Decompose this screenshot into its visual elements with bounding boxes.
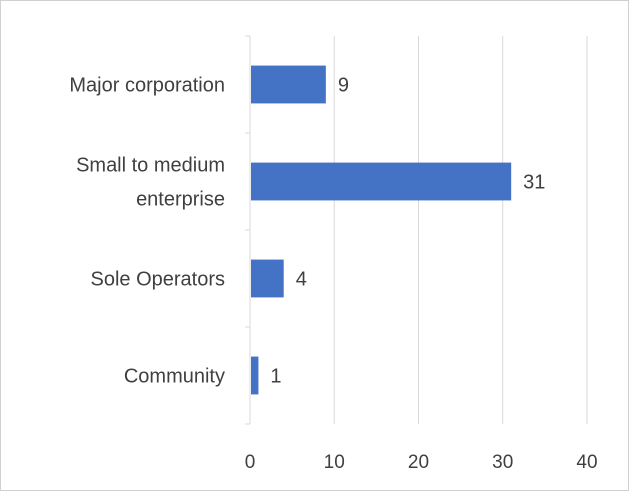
category-label-line: enterprise: [136, 189, 225, 211]
category-label-line: Sole Operators: [90, 269, 225, 291]
x-tick-label-10: 10: [324, 452, 345, 473]
data-label-0: 9: [338, 75, 349, 97]
data-labels: 9 31 4 1: [270, 75, 545, 388]
x-tick-label-40: 40: [576, 452, 597, 473]
x-tick-labels: 0 10 20 30 40: [245, 452, 598, 473]
category-label-3: Community: [124, 366, 225, 388]
bar-2: [251, 259, 284, 298]
data-label-3: 1: [270, 366, 281, 388]
gridlines: [333, 36, 588, 424]
x-tick-label-20: 20: [408, 452, 429, 473]
data-label-2: 4: [296, 269, 307, 291]
category-label-2: Sole Operators: [90, 269, 225, 291]
category-label-line: Small to medium: [76, 155, 225, 177]
data-label-1: 31: [523, 172, 545, 194]
x-tick-label-30: 30: [492, 452, 513, 473]
category-label-1: Small to medium enterprise: [76, 155, 225, 211]
category-label-line: Community: [124, 366, 225, 388]
bar-3: [251, 356, 259, 395]
bar-1: [251, 162, 512, 201]
category-axis: [245, 35, 251, 425]
bar-0: [251, 65, 326, 104]
category-label-line: Major corporation: [69, 75, 225, 97]
category-label-0: Major corporation: [69, 75, 225, 97]
bars: [251, 65, 512, 395]
x-tick-label-0: 0: [245, 452, 256, 473]
category-labels: Major corporation Small to medium enterpri…: [69, 75, 225, 388]
